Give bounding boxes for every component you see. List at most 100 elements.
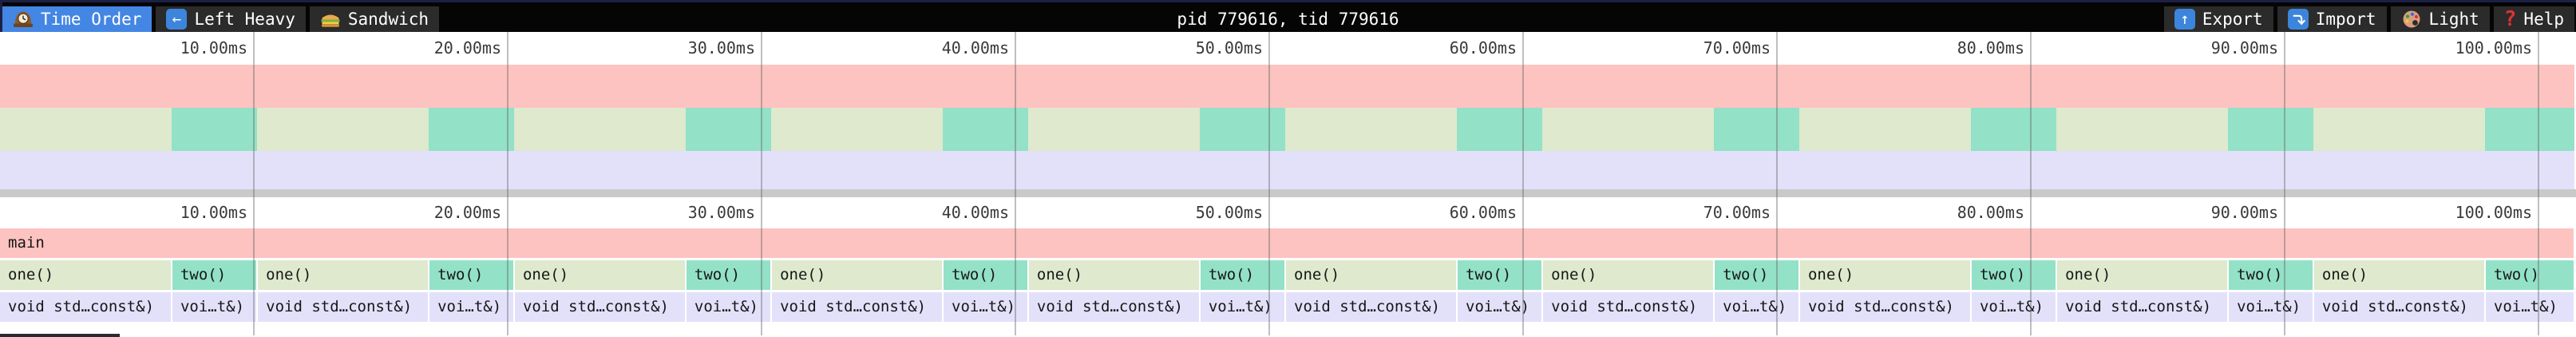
frame-label: two() [1723,266,1769,283]
frame-label: two() [1979,266,2026,283]
frame-one[interactable]: one() [772,260,943,290]
toolbar: Time Order ← Left Heavy Sandwich pid 779616… [0,0,2576,32]
frame-two-child[interactable]: voi…t&) [1715,292,1798,322]
frame-label: one() [780,266,826,283]
minimap-frame-two[interactable] [685,108,772,151]
frame-two[interactable]: two() [686,260,771,290]
tick-label: 80.00ms [1957,203,2024,222]
minimap-time-ruler: 10.00ms 20.00ms 30.00ms 40.00ms 50.00ms 60.00… [0,32,2576,65]
frame-one-child[interactable]: void std…const&) [2057,292,2228,322]
frame-two-child[interactable]: voi…t&) [2485,292,2574,322]
flamechart[interactable]: main one() two() void std…const&) voi…t&) one… [0,228,2576,322]
tick-label: 40.00ms [941,203,1009,222]
frame-main[interactable]: main [0,228,2574,258]
tab-sandwich[interactable]: Sandwich [309,6,440,32]
frame-one[interactable]: one() [2313,260,2484,290]
frame-label: two() [1208,266,1255,283]
tick-label: 50.00ms [1195,203,1263,222]
help-button[interactable]: ? Help [2493,6,2574,32]
frame-two[interactable]: two() [1200,260,1285,290]
frame-two-child[interactable]: voi…t&) [944,292,1027,322]
minimap-separator[interactable] [0,189,2576,197]
tab-time-order[interactable]: Time Order [2,6,152,32]
bottom-left-chip [0,334,120,337]
sandwich-icon [320,9,341,30]
minimap-frame-two[interactable] [943,108,1028,151]
frame-one[interactable]: one() [1286,260,1456,290]
minimap-depth2-children[interactable] [0,151,2574,189]
frame-two[interactable]: two() [1971,260,2056,290]
tick-label: 60.00ms [1449,203,1517,222]
frame-two-child[interactable]: voi…t&) [1971,292,2056,322]
frame-two[interactable]: two() [1715,260,1798,290]
frame-two[interactable]: two() [172,260,257,290]
frame-one-child[interactable]: void std…const&) [2313,292,2484,322]
frame-label: two() [1466,266,1512,283]
frame-one-child[interactable]: void std…const&) [772,292,943,322]
tick-label: 30.00ms [687,38,755,57]
minimap-frame-two[interactable] [1457,108,1543,151]
import-button[interactable]: Import [2277,6,2387,32]
frame-one-child[interactable]: void std…const&) [1543,292,1714,322]
flamechart-time-ruler: 10.00ms 20.00ms 30.00ms 40.00ms 50.00ms 60.00… [0,197,2576,228]
frame-label: two() [437,266,484,283]
tick-label: 90.00ms [2210,38,2278,57]
tick-label: 80.00ms [1957,38,2024,57]
frame-two[interactable]: two() [1458,260,1542,290]
button-label: Help [2523,10,2564,29]
minimap-frame-two[interactable] [2228,108,2313,151]
frame-one-child[interactable]: void std…const&) [1286,292,1456,322]
export-button[interactable]: ↑ Export [2163,6,2273,32]
clock-icon [13,9,34,30]
frame-two[interactable]: two() [2229,260,2313,290]
frame-one-child[interactable]: void std…const&) [514,292,685,322]
frame-one[interactable]: one() [258,260,429,290]
frame-label: voi…t&) [1979,298,2044,315]
frame-label: main [8,234,45,252]
frame-label: one() [1036,266,1083,283]
frame-two-child[interactable]: voi…t&) [2229,292,2313,322]
minimap-depth1-one-two[interactable] [0,108,2574,151]
frame-two[interactable]: two() [2485,260,2574,290]
frame-two-child[interactable]: voi…t&) [1458,292,1542,322]
minimap-frame-two[interactable] [429,108,514,151]
frame-one[interactable]: one() [0,260,171,290]
frame-one-child[interactable]: void std…const&) [0,292,171,322]
minimap-depth0-main[interactable] [0,65,2574,108]
frame-one[interactable]: one() [514,260,685,290]
frame-two-child[interactable]: voi…t&) [686,292,771,322]
tab-label: Left Heavy [194,10,295,29]
minimap-frame-two[interactable] [1970,108,2057,151]
minimap-frame-two[interactable] [1199,108,1286,151]
frame-one-child[interactable]: void std…const&) [258,292,429,322]
minimap[interactable] [0,65,2576,189]
tab-label: Sandwich [347,10,429,29]
minimap-frame-two[interactable] [171,108,258,151]
frame-one[interactable]: one() [1028,260,1199,290]
view-tabs: Time Order ← Left Heavy Sandwich [2,6,440,32]
palette-icon [2401,9,2422,30]
light-button[interactable]: Light [2390,6,2490,32]
frame-label: void std…const&) [2321,298,2468,315]
frame-two[interactable]: two() [429,260,513,290]
frame-one[interactable]: one() [1543,260,1714,290]
frame-two-child[interactable]: voi…t&) [172,292,257,322]
window-left-border [0,0,2,32]
frame-label: void std…const&) [1807,298,1954,315]
frame-one[interactable]: one() [1799,260,1970,290]
frame-two-child[interactable]: voi…t&) [429,292,513,322]
frame-two[interactable]: two() [944,260,1027,290]
minimap-frame-two[interactable] [1714,108,1799,151]
frame-label: void std…const&) [522,298,669,315]
minimap-frame-two[interactable] [2484,108,2574,151]
frame-one[interactable]: one() [2057,260,2228,290]
frame-label: void std…const&) [8,298,155,315]
tab-left-heavy[interactable]: ← Left Heavy [156,6,306,32]
button-label: Export [2202,10,2263,29]
frame-label: void std…const&) [2065,298,2212,315]
frame-one-child[interactable]: void std…const&) [1799,292,1970,322]
frame-label: void std…const&) [266,298,413,315]
frame-two-child[interactable]: voi…t&) [1200,292,1285,322]
frame-one-child[interactable]: void std…const&) [1028,292,1199,322]
